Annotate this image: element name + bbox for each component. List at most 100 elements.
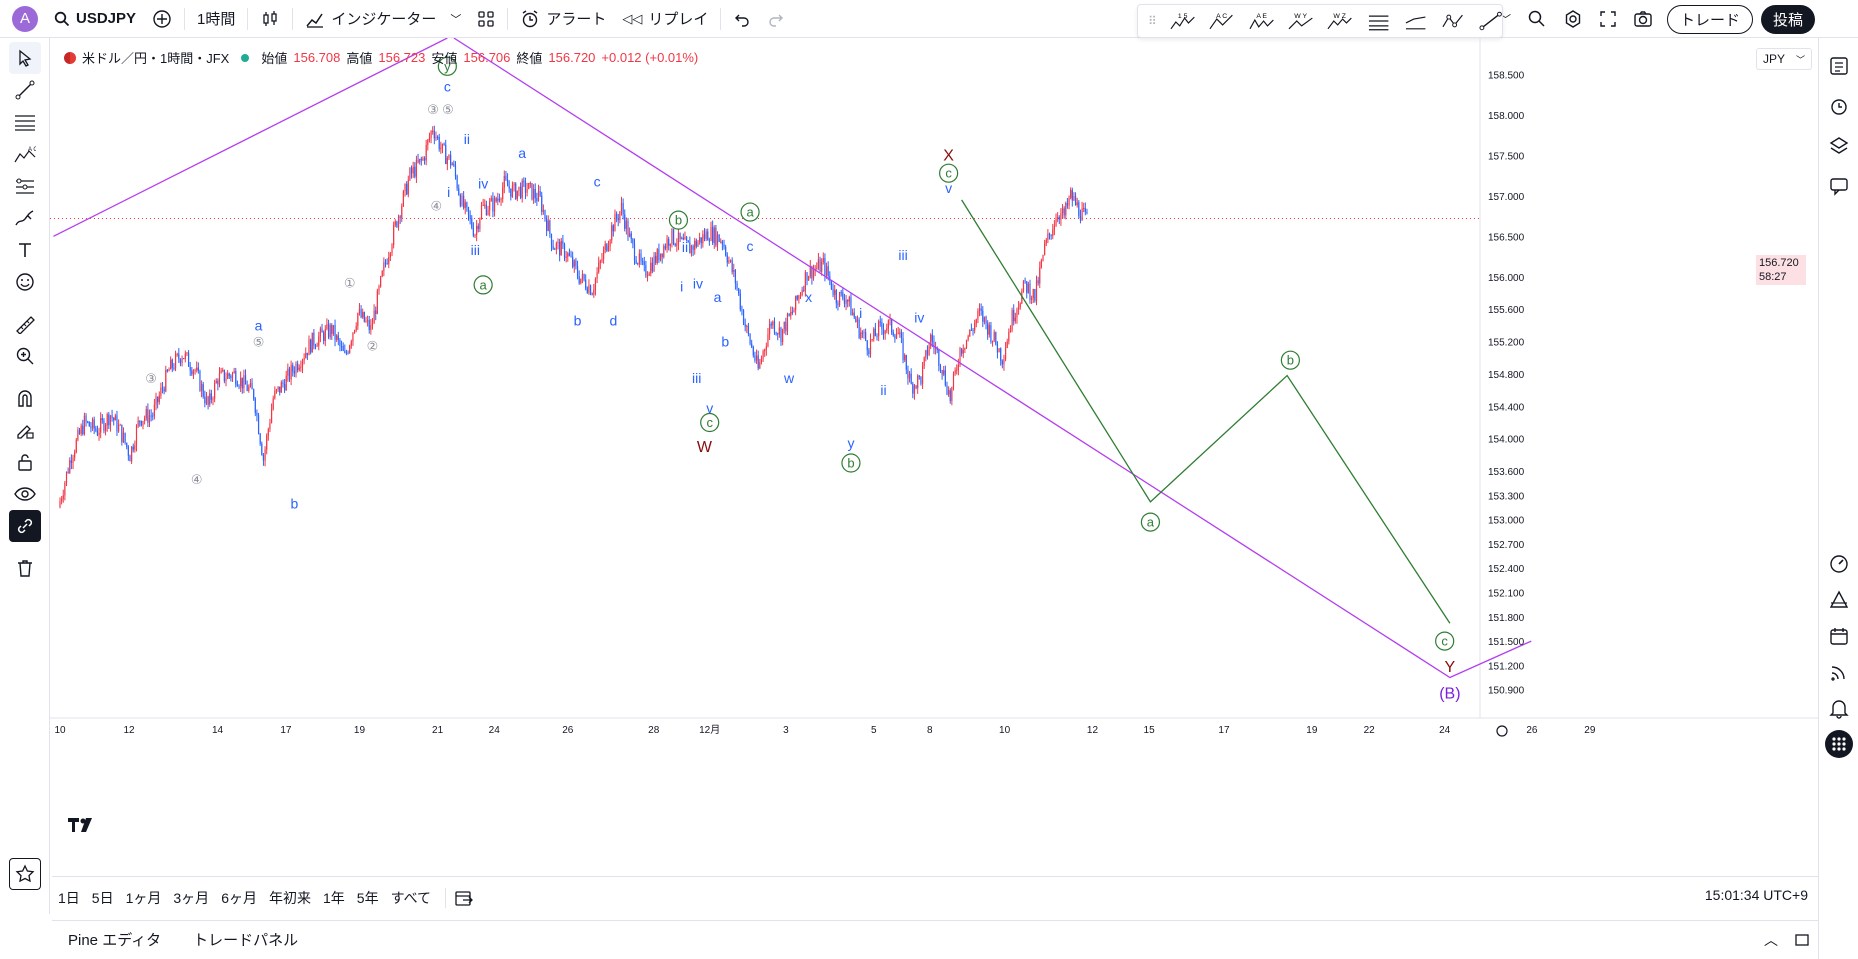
post-button[interactable]: 投稿: [1761, 4, 1816, 34]
candle-body: [718, 234, 720, 242]
range-5d[interactable]: 5日: [91, 889, 114, 906]
candle-body: [1066, 203, 1069, 206]
candle-body: [1063, 208, 1065, 216]
candle-body: [373, 310, 375, 324]
measure-tool[interactable]: [9, 308, 41, 340]
elliott-double-combo-tool[interactable]: W Y: [1288, 11, 1313, 31]
currency-selector[interactable]: JPY ﹀: [1756, 48, 1812, 70]
goto-date-icon[interactable]: [454, 888, 474, 908]
chat-button[interactable]: [1825, 172, 1853, 200]
candle-body: [155, 396, 157, 405]
compare-button[interactable]: [144, 4, 180, 34]
candle-body: [910, 373, 912, 384]
cursor-tool[interactable]: [9, 42, 41, 74]
candle-body: [69, 460, 71, 473]
top-right-controls: ﹀ トレード 投稿: [1492, 4, 1825, 34]
chart-type-button[interactable]: [252, 4, 288, 34]
trendline[interactable]: [53, 38, 448, 237]
pattern-tool[interactable]: [1441, 11, 1464, 31]
range-1y[interactable]: 1年: [322, 889, 345, 906]
trendline[interactable]: [453, 38, 1532, 679]
replay-button[interactable]: ◁◁ リプレイ: [614, 4, 716, 34]
sync-drawings-tool[interactable]: [9, 510, 41, 542]
range-all[interactable]: すべて: [390, 889, 432, 906]
wave-projection-path[interactable]: [961, 199, 1451, 624]
elliott-triangle-tool[interactable]: A E: [1249, 11, 1274, 31]
chevron-up-icon[interactable]: ︿: [1764, 931, 1778, 948]
divider: [507, 7, 509, 30]
maximize-panel-icon[interactable]: [1794, 932, 1810, 948]
snapshot-button[interactable]: [1625, 4, 1661, 34]
chevron-down-icon[interactable]: ﹀: [450, 13, 462, 26]
visibility-tool[interactable]: [9, 478, 41, 510]
range-6m[interactable]: 6ヶ月: [221, 889, 257, 906]
candle-body: [528, 183, 530, 190]
fullscreen-button[interactable]: [1591, 4, 1625, 34]
apps-button[interactable]: [1825, 730, 1853, 758]
forecast-tool[interactable]: [9, 170, 41, 202]
range-3m[interactable]: 3ヶ月: [173, 889, 210, 906]
candle-body: [355, 326, 357, 331]
zoom-tool[interactable]: [9, 340, 41, 372]
fib-tool[interactable]: [9, 106, 41, 138]
interval-button[interactable]: 1時間: [197, 11, 236, 28]
emoji-tool[interactable]: [9, 266, 41, 298]
range-1d[interactable]: 1日: [58, 889, 80, 906]
stay-drawing-tool[interactable]: [9, 414, 41, 446]
text-tool[interactable]: [9, 234, 41, 266]
candle-body: [396, 221, 398, 227]
alerts-panel-button[interactable]: [1825, 92, 1853, 120]
range-1m[interactable]: 1ヶ月: [125, 889, 162, 906]
ideas-button[interactable]: [1825, 586, 1853, 614]
user-avatar[interactable]: A: [12, 5, 38, 32]
candle-body: [860, 332, 862, 338]
range-5y[interactable]: 5年: [356, 889, 379, 906]
elliott-triple-combo-tool[interactable]: W Z: [1327, 11, 1353, 31]
watchlist-button[interactable]: [1825, 52, 1853, 80]
pattern-tool[interactable]: A C: [9, 138, 41, 170]
quick-search-button[interactable]: [1519, 4, 1555, 34]
symbol-search[interactable]: USDJPY: [46, 4, 144, 34]
technicals-button[interactable]: [1825, 550, 1853, 578]
news-button[interactable]: [1825, 658, 1853, 686]
range-ytd[interactable]: 年初来: [268, 889, 311, 906]
object-tree-button[interactable]: [1825, 132, 1853, 160]
notifications-button[interactable]: [1825, 694, 1853, 722]
alert-button[interactable]: アラート: [512, 4, 614, 34]
horizontal-lines-tool[interactable]: [1367, 11, 1390, 31]
timezone-clock[interactable]: 15:01:34 UTC+9: [1704, 887, 1808, 903]
tab-trading-panel[interactable]: トレードパネル: [193, 932, 299, 949]
layout-chevron[interactable]: ﹀: [1492, 4, 1519, 34]
brush-tool[interactable]: [9, 202, 41, 234]
line-tool[interactable]: [9, 74, 41, 106]
indicators-button[interactable]: インジケーター ﹀: [297, 4, 469, 34]
candle-body: [124, 432, 126, 443]
trend-line-tool[interactable]: [1479, 11, 1502, 31]
price-axis[interactable]: 158.500 158.000 157.500 157.000 156.500 156.0…: [1488, 70, 1525, 696]
candle-body: [207, 396, 209, 405]
trend-angle-tool[interactable]: [1404, 11, 1427, 31]
axis-settings-icon[interactable]: [1496, 725, 1508, 737]
calendar-button[interactable]: [1825, 622, 1853, 650]
drag-handle-icon[interactable]: ⠿: [1148, 14, 1157, 28]
candle-body: [604, 243, 606, 250]
candle-body: [878, 321, 880, 337]
favorites-tool[interactable]: [9, 858, 41, 890]
candle-body: [259, 433, 261, 444]
trade-button[interactable]: トレード: [1667, 4, 1754, 34]
lock-tool[interactable]: [9, 446, 41, 478]
tab-pine-editor[interactable]: Pine エディタ: [68, 932, 162, 949]
remove-drawings-tool[interactable]: [9, 552, 41, 584]
floating-drawing-toolbar: ⠿ 1 5 A C A E W Y W Z: [1137, 4, 1503, 38]
redo-button[interactable]: [759, 4, 793, 34]
undo-button[interactable]: [725, 4, 759, 34]
templates-button[interactable]: [469, 4, 503, 34]
settings-button[interactable]: [1555, 4, 1591, 34]
candle-body: [921, 366, 924, 384]
time-axis[interactable]: 10 12 14 17 19 21 24 26 28 12月 3 5 8 10 12 15 17 19 22 24 26…: [54, 724, 1596, 737]
magnet-tool[interactable]: [9, 382, 41, 414]
tradingview-logo[interactable]: [68, 818, 92, 832]
elliott-impulse-tool[interactable]: 1 5: [1170, 11, 1195, 31]
elliott-correction-tool[interactable]: A C: [1209, 11, 1234, 31]
